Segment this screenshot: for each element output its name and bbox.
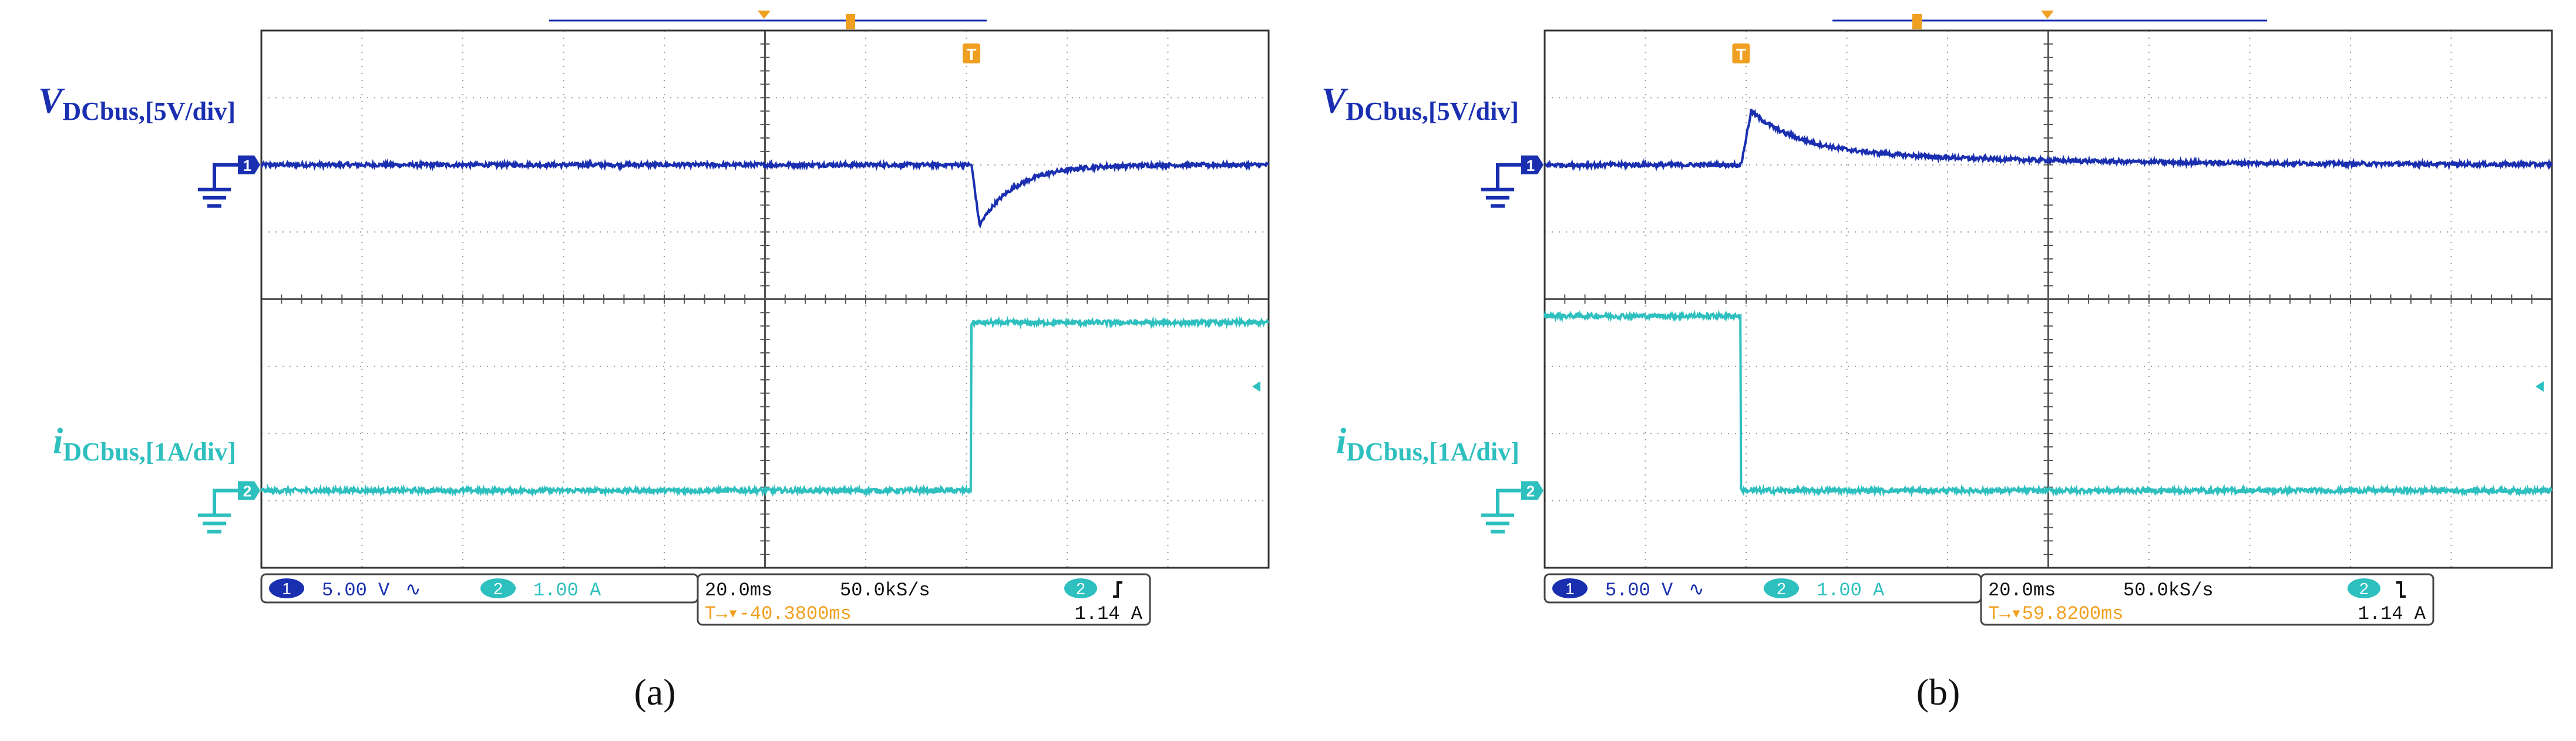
ground-icon	[1481, 163, 1521, 208]
svg-text:2: 2	[1526, 482, 1535, 500]
trigger-position: T→▾-40.3800ms	[705, 603, 852, 625]
cursor-marker-icon	[846, 14, 855, 29]
ch1-coupling-icon: ∿	[405, 580, 421, 601]
channel-info-box: 1 5.00 V ∿ 2 1.00 A	[1543, 573, 1982, 604]
panel-caption: (b)	[1916, 671, 1960, 713]
ch2-label: iDCbus,[1A/div]	[1336, 422, 1519, 466]
ch2-marker-icon: 2	[1521, 481, 1543, 500]
svg-text:T: T	[967, 45, 977, 63]
ch1-marker-icon: 1	[1521, 155, 1543, 174]
ch2-trace	[260, 315, 1270, 498]
ch1-marker-icon: 1	[238, 155, 260, 174]
ground-icon	[198, 489, 238, 534]
trigger-marker-icon: T	[1732, 43, 1750, 63]
level-arrow-icon	[1252, 381, 1260, 392]
graticule	[261, 30, 1269, 568]
graticule-frame	[260, 29, 1270, 569]
scope-panel-b: T 1 2 VDCbus,[5V/div] iDCbus,[1A/div] 1 …	[1321, 11, 2553, 713]
svg-text:1: 1	[282, 580, 291, 598]
timebase: 20.0ms	[1988, 580, 2056, 601]
trigger-position-icon	[758, 11, 771, 19]
trigger-marker-icon: T	[963, 43, 981, 63]
ch1-label: VDCbus,[5V/div]	[1321, 81, 1519, 126]
trigger-level: 1.14 A	[2358, 603, 2426, 625]
falling-edge-icon	[2396, 581, 2406, 598]
svg-text:T: T	[1736, 45, 1746, 63]
ch2-trace	[1543, 309, 2553, 498]
svg-text:2: 2	[243, 482, 251, 500]
trigger-level: 1.14 A	[1075, 603, 1143, 625]
ch1-scale: 5.00 V	[1605, 580, 1673, 601]
ch2-scale: 1.00 A	[533, 580, 601, 601]
ch1-trace	[260, 158, 1269, 229]
cursor-marker-icon	[1912, 14, 1922, 29]
timebase-info-box: 20.0ms 50.0kS/s 2 T→▾-40.3800ms 1.14 A	[697, 573, 1151, 626]
ch1-label: VDCbus,[5V/div]	[38, 81, 236, 126]
timebase: 20.0ms	[705, 580, 772, 601]
scope-panel-a: T 1 2 VDCbus,[5V/div] iDCbus,[1A/div]	[38, 11, 1270, 713]
panel-caption: (a)	[634, 671, 675, 713]
svg-text:2: 2	[493, 580, 503, 598]
svg-text:2: 2	[1076, 580, 1085, 598]
rising-edge-icon	[1113, 581, 1122, 598]
graticule	[1544, 30, 2553, 568]
level-arrow-icon	[2535, 381, 2544, 392]
ch2-label: iDCbus,[1A/div]	[53, 422, 236, 466]
ground-icon	[198, 163, 238, 208]
ground-icon	[1481, 489, 1521, 534]
graticule-frame	[1543, 29, 2553, 569]
svg-text:2: 2	[1777, 580, 1786, 598]
sample-rate: 50.0kS/s	[840, 580, 930, 601]
timebase-info-box: 20.0ms 50.0kS/s 2 T→▾59.8200ms 1.14 A	[1980, 573, 2434, 626]
svg-text:1: 1	[1526, 157, 1535, 174]
ch1-trace	[1544, 109, 2553, 172]
trigger-position: T→▾59.8200ms	[1988, 603, 2124, 625]
ch1-scale: 5.00 V	[322, 580, 390, 601]
sample-rate: 50.0kS/s	[2123, 580, 2214, 601]
trigger-position-icon	[2041, 11, 2054, 19]
ch2-marker-icon: 2	[238, 481, 260, 500]
ch1-coupling-icon: ∿	[1689, 580, 1704, 601]
svg-text:1: 1	[1565, 580, 1575, 598]
svg-text:1: 1	[243, 157, 251, 174]
channel-info-box: 1 5.00 V ∿ 2 1.00 A	[260, 573, 699, 604]
svg-text:2: 2	[2359, 580, 2369, 598]
ch2-scale: 1.00 A	[1817, 580, 1885, 601]
